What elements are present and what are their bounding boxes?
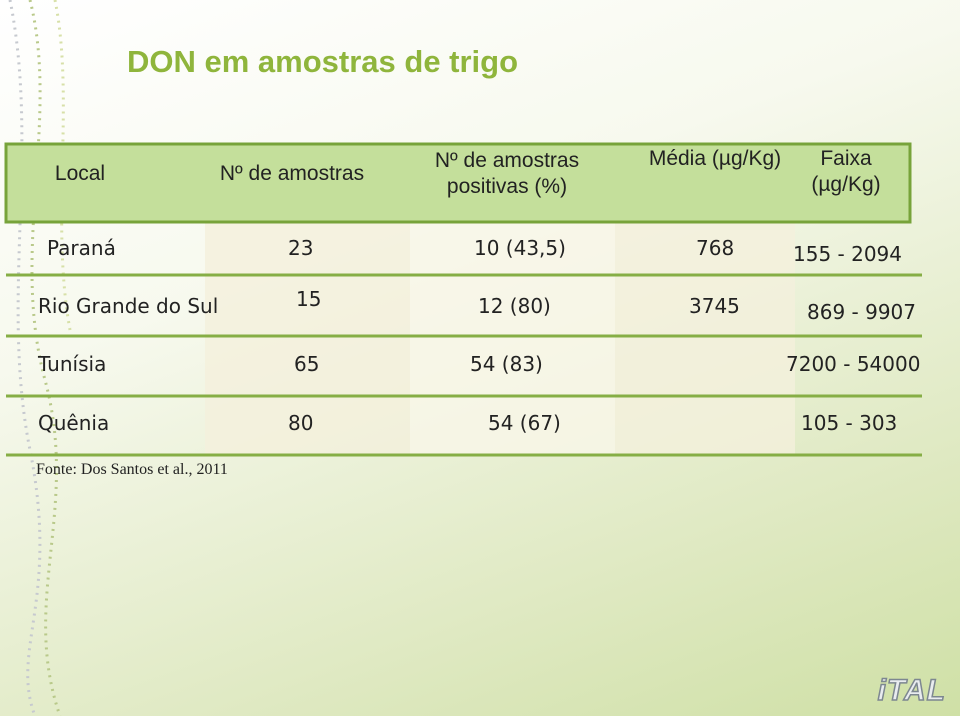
cell: 105 - 303 <box>801 411 898 435</box>
cell: 768 <box>696 236 735 260</box>
header-cell: Faixa (µg/Kg) <box>811 147 881 196</box>
header-cell: Nº de amostras <box>219 162 365 185</box>
row-label: Quênia <box>38 411 110 435</box>
source: Fonte: Dos Santos et al., 2011 <box>36 461 228 478</box>
dotted-curve <box>8 0 42 716</box>
cell: 3745 <box>689 294 740 318</box>
cell: 80 <box>288 411 314 435</box>
cell: 7200 - 54000 <box>786 352 921 376</box>
row-label: Paraná <box>47 236 116 260</box>
column-band <box>205 222 410 455</box>
title: DON em amostras de trigo <box>127 44 519 79</box>
cell: 54 (67) <box>488 411 561 435</box>
cell: 155 - 2094 <box>793 242 903 266</box>
header-cell: Local <box>54 162 106 185</box>
column-band <box>615 222 795 455</box>
cell: 869 - 9907 <box>807 300 917 324</box>
row-label: Tunísia <box>38 352 107 376</box>
header-row <box>4 142 912 224</box>
cell: 54 (83) <box>470 352 543 376</box>
logo: iTAL <box>877 673 946 708</box>
cell: 23 <box>288 236 314 260</box>
cell: 10 (43,5) <box>474 236 566 260</box>
header-cell: Média (µg/Kg) <box>648 147 782 170</box>
row-label: Rio Grande do Sul <box>38 294 219 318</box>
cell: 15 <box>296 287 322 311</box>
cell: 65 <box>294 352 320 376</box>
header-cell: Nº de amostras positivas (%) <box>434 149 580 198</box>
column-band <box>410 222 615 455</box>
cell: 12 (80) <box>478 294 551 318</box>
